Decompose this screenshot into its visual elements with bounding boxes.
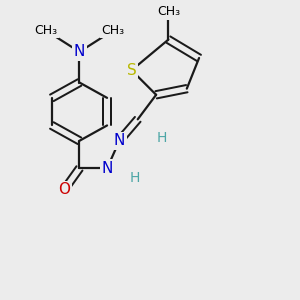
Text: O: O [58,182,70,197]
Text: N: N [114,133,125,148]
Text: CH₃: CH₃ [34,24,57,37]
Text: S: S [127,63,136,78]
Text: N: N [101,161,113,176]
Text: H: H [130,171,140,184]
Text: CH₃: CH₃ [157,5,180,19]
Text: H: H [130,171,140,184]
Text: H: H [157,131,167,145]
Text: N: N [74,44,85,59]
Text: H: H [157,131,167,145]
Text: CH₃: CH₃ [102,24,125,37]
